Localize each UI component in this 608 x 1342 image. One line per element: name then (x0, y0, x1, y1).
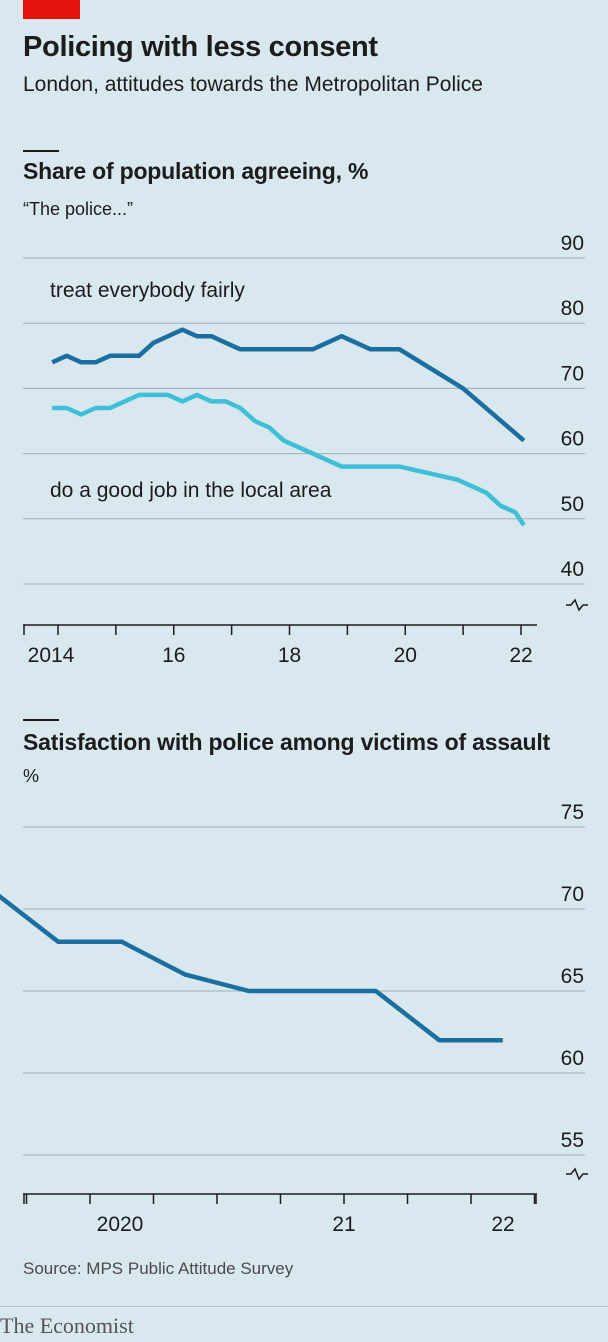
y-tick-label: 60 (561, 428, 584, 451)
chart-subtitle: London, attitudes towards the Metropolit… (23, 73, 483, 96)
x-tick-label: 18 (278, 644, 301, 667)
panel1-subtitle: “The police...” (23, 199, 134, 219)
series-line-treat-fairly (51, 327, 526, 443)
y-tick-label: 55 (561, 1129, 584, 1152)
chart-population-agreeing: 40 50 60 70 80 90 2014 16 18 20 22 treat everybody… (23, 232, 588, 667)
y-tick-label: 70 (561, 883, 584, 906)
panel2-title: Satisfaction with police among victims o… (23, 729, 550, 755)
panel1-title: Share of population agreeing, % (23, 158, 369, 184)
x-tick-label: 16 (162, 644, 185, 667)
footer-divider (0, 1306, 608, 1307)
series-line-victim-satisfaction (0, 893, 503, 1043)
chart-victim-satisfaction: 55 60 65 70 75 2020 21 22 (0, 801, 588, 1236)
brand-red-tag (23, 0, 80, 19)
panel1-header-rule (23, 150, 59, 152)
x-tick-label: 21 (332, 1213, 355, 1236)
y-tick-label: 40 (561, 558, 584, 581)
x-tick-label: 22 (509, 644, 532, 667)
brand-wordmark: The Economist (0, 1313, 134, 1338)
axis-break-icon (566, 598, 588, 612)
x-tick-label: 2020 (97, 1213, 144, 1236)
x-tick-label: 20 (394, 644, 417, 667)
y-tick-label: 60 (561, 1047, 584, 1070)
source-note: Source: MPS Public Attitude Survey (23, 1259, 294, 1278)
axis-break-icon (566, 1167, 588, 1181)
x-tick-label: 22 (491, 1213, 514, 1236)
chart-title: Policing with less consent (23, 31, 378, 63)
y-tick-label: 75 (561, 801, 584, 824)
y-tick-label: 80 (561, 297, 584, 320)
y-tick-label: 65 (561, 965, 584, 988)
panel2-subtitle: % (23, 766, 40, 786)
series-line-good-job (52, 392, 526, 527)
y-tick-label: 90 (561, 232, 584, 255)
x-tick-label: 2014 (28, 644, 75, 667)
y-tick-label: 70 (561, 362, 584, 385)
series-label: do a good job in the local area (50, 479, 332, 502)
y-tick-label: 50 (561, 493, 584, 516)
series-label: treat everybody fairly (50, 279, 245, 302)
panel2-header-rule (23, 719, 59, 721)
